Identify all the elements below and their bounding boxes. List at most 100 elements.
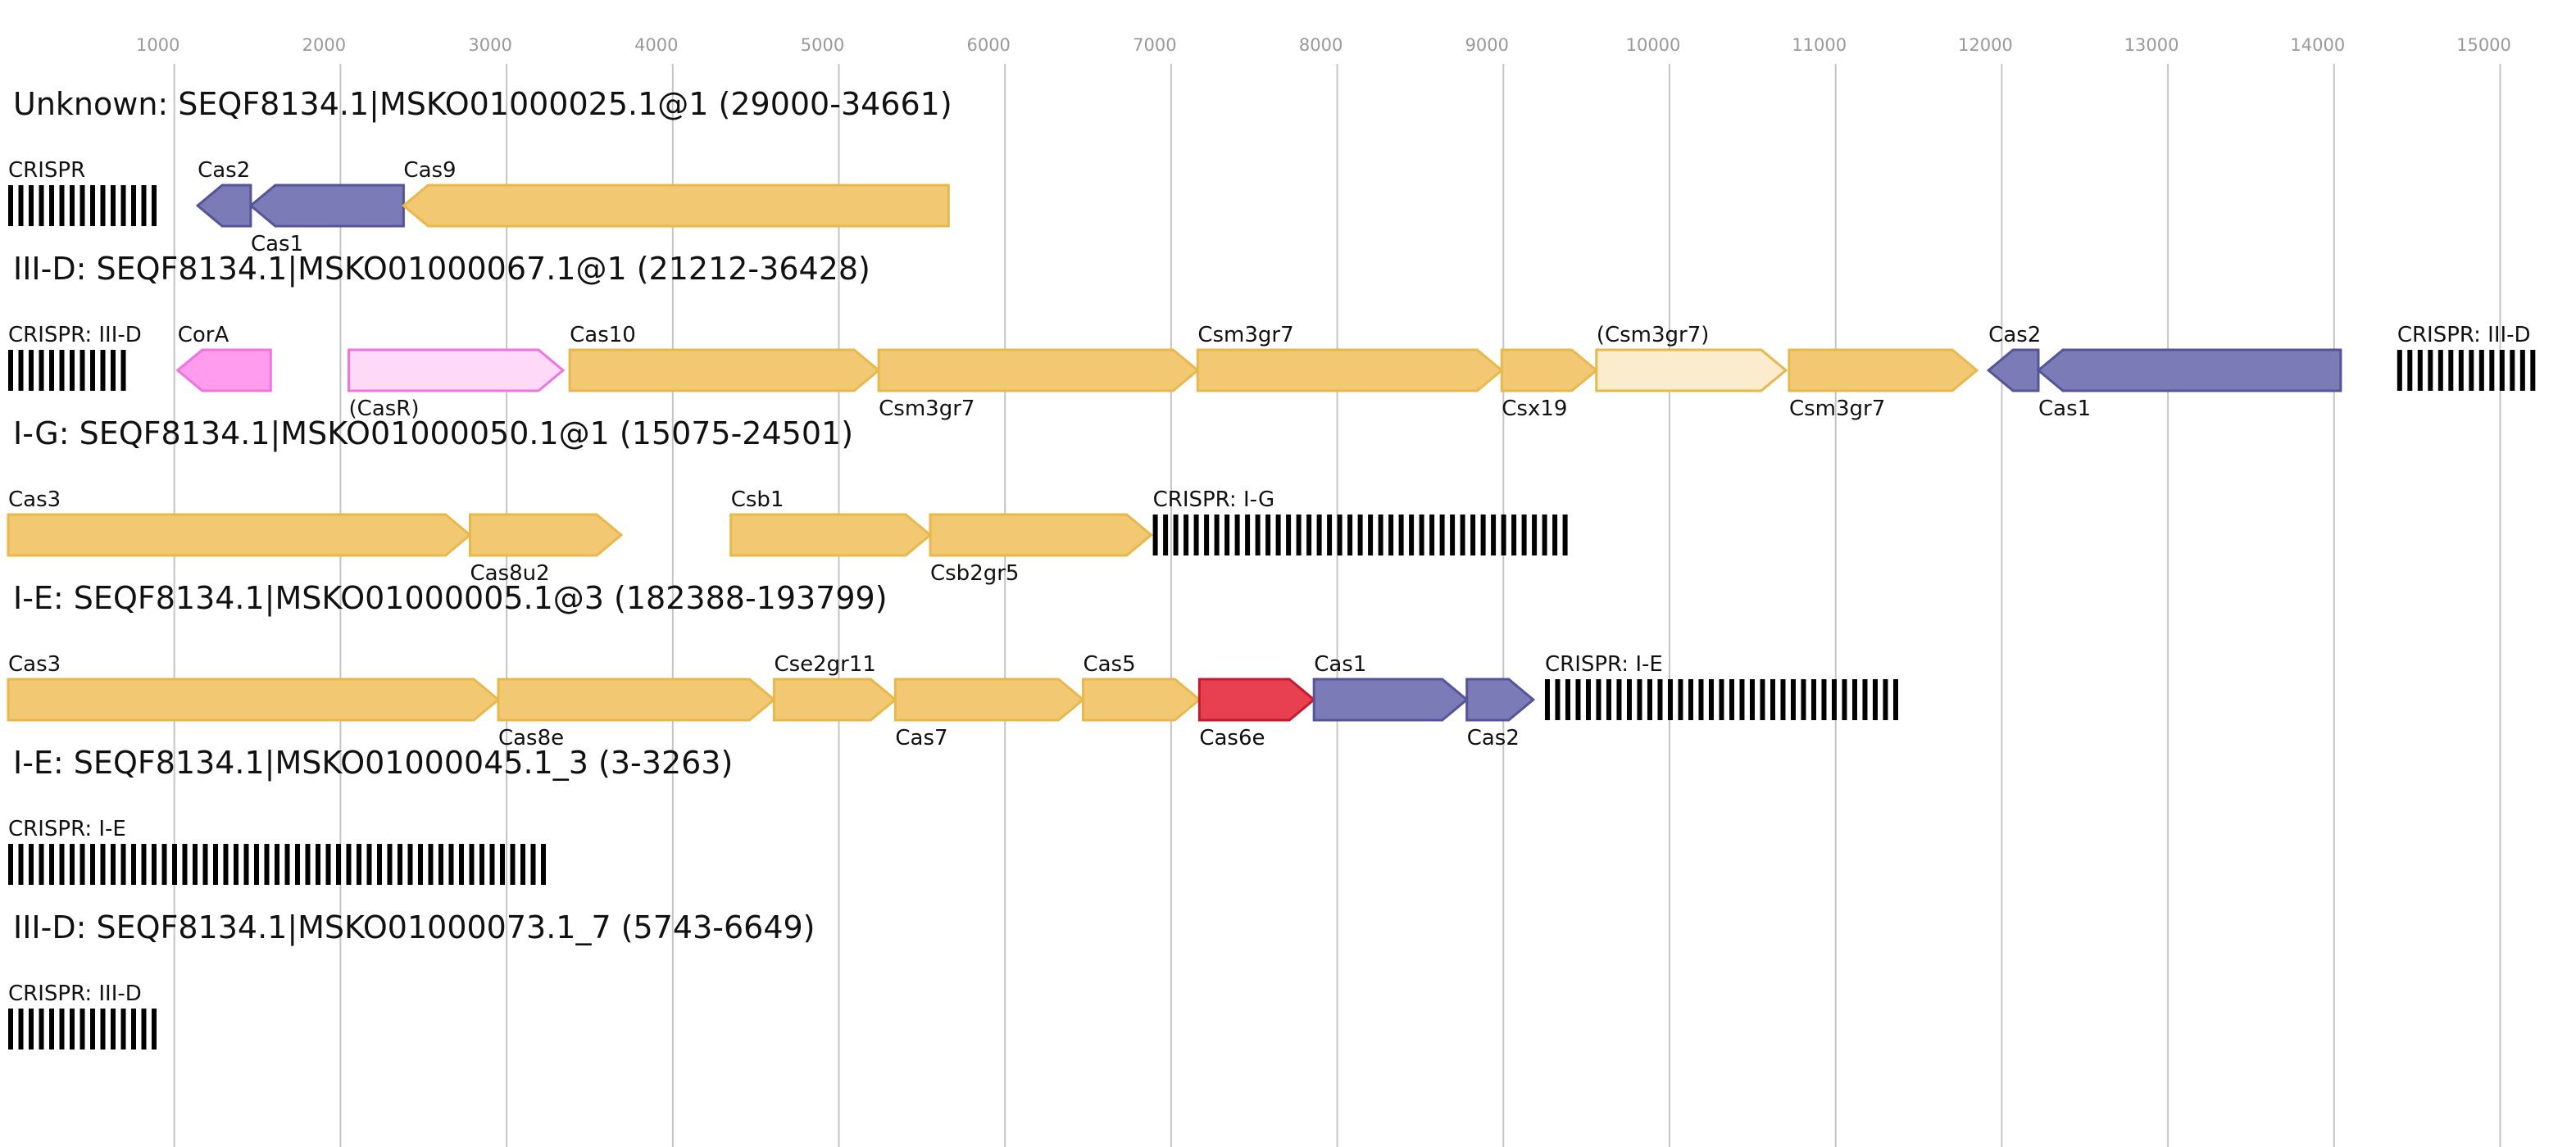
crispr-repeat (100, 1009, 106, 1050)
crispr-repeat (1760, 679, 1765, 720)
crispr-array (1152, 515, 1568, 555)
crispr-repeat (377, 844, 382, 885)
crispr-repeat (223, 844, 229, 885)
crispr-repeat (111, 1009, 116, 1050)
crispr-repeat (1275, 515, 1281, 555)
locus-track: III-D: SEQF8134.1|MSKO01000067.1@1 (2121… (8, 251, 2536, 421)
position-grid: 1000 2000 3000 4000 5000 6000 7000 8000 9000 1000… (136, 35, 2511, 1147)
tick-label: 11000 (1792, 35, 1847, 55)
crispr-array (8, 350, 126, 391)
track-title: Unknown: SEQF8134.1|MSKO01000025.1@1 (29… (13, 86, 952, 123)
crispr-repeat (1491, 515, 1497, 555)
gene-arrow (1500, 348, 1599, 392)
crispr-repeat (182, 844, 188, 885)
crispr-repeat (1245, 515, 1251, 555)
crispr-repeat (1626, 679, 1632, 720)
crispr-repeat (1667, 679, 1673, 720)
gene-label: Csm3gr7 (879, 397, 975, 421)
crispr-repeat (357, 844, 361, 885)
crispr-repeat (1357, 515, 1363, 555)
crispr-repeat (39, 1009, 44, 1050)
crispr-repeat (1173, 515, 1179, 555)
crispr-repeat (2437, 350, 2443, 391)
crispr-repeat (1821, 679, 1827, 720)
crispr-repeat (254, 844, 259, 885)
crispr-repeat (1419, 515, 1424, 555)
crispr-repeat (2407, 350, 2413, 391)
gene-label: Csb2gr5 (930, 561, 1019, 586)
crispr-repeat (1647, 679, 1652, 720)
crispr-repeat (305, 844, 311, 885)
crispr-repeat (1255, 515, 1261, 555)
track-title: III-D: SEQF8134.1|MSKO01000073.1_7 (5743… (13, 909, 816, 946)
crispr-repeat (1296, 515, 1302, 555)
crispr-repeat (275, 844, 279, 885)
crispr-repeat (1770, 679, 1775, 720)
gene-label: Csb1 (731, 487, 784, 512)
crispr-repeat (1316, 515, 1322, 555)
crispr-repeat (1388, 515, 1394, 555)
gene-label: Cas8e (498, 726, 564, 750)
crispr-repeat (1532, 515, 1538, 555)
crispr-label: CRISPR (8, 158, 85, 183)
crispr-repeat (489, 844, 495, 885)
crispr-repeat (234, 844, 239, 885)
crispr-repeat (520, 844, 525, 885)
tick-label: 13000 (2124, 35, 2179, 55)
crispr-repeat (438, 844, 443, 885)
crispr-repeat (59, 844, 65, 885)
crispr-repeat (2428, 350, 2433, 391)
crispr-repeat (398, 844, 402, 885)
crispr-repeat (1337, 515, 1343, 555)
crispr-repeat (152, 1009, 157, 1050)
crispr-repeat (1842, 679, 1847, 720)
crispr-repeat (1460, 515, 1465, 555)
crispr-repeat (366, 844, 372, 885)
crispr-repeat (1657, 679, 1663, 720)
gene-label: Cse2gr11 (774, 652, 876, 677)
crispr-repeat (479, 844, 484, 885)
gene-label: (CasR) (349, 397, 420, 421)
crispr-repeat (2469, 350, 2474, 391)
crispr-repeat (2510, 350, 2515, 391)
crispr-repeat (1616, 679, 1622, 720)
crispr-repeat (90, 1009, 95, 1050)
gene-arrow (2036, 348, 2342, 392)
crispr-repeat (1204, 515, 1210, 555)
crispr-repeat (530, 844, 536, 885)
crispr-repeat (1565, 679, 1570, 720)
crispr-repeat (100, 185, 106, 226)
tick-label: 15000 (2456, 35, 2511, 55)
gene-arrow (1312, 678, 1470, 722)
crispr-repeat (18, 350, 24, 391)
locus-track: III-D: SEQF8134.1|MSKO01000073.1_7 (5743… (8, 909, 816, 1050)
crispr-repeat (141, 185, 147, 226)
gene-label: Csm3gr7 (1197, 323, 1293, 347)
crispr-array (8, 844, 546, 885)
crispr-repeat (29, 844, 34, 885)
gene-label: Csx19 (1502, 397, 1567, 421)
crispr-repeat (39, 844, 44, 885)
crispr-repeat (1552, 515, 1558, 555)
crispr-repeat (49, 185, 54, 226)
locus-tracks: Unknown: SEQF8134.1|MSKO01000025.1@1 (29… (7, 86, 2536, 1050)
crispr-repeat (1719, 679, 1724, 720)
gene-arrow (195, 184, 252, 228)
crispr-repeat (325, 844, 331, 885)
crispr-repeat (1678, 679, 1683, 720)
crispr-array (1544, 679, 1898, 720)
crispr-repeat (541, 844, 546, 885)
crispr-repeat (243, 844, 249, 885)
tick-label: 7000 (1133, 35, 1176, 55)
crispr-repeat (100, 844, 106, 885)
crispr-repeat (346, 844, 352, 885)
crispr-repeat (131, 185, 136, 226)
crispr-repeat (49, 1009, 54, 1050)
crispr-repeat (1347, 515, 1353, 555)
crispr-repeat (8, 185, 13, 226)
tick-label: 4000 (634, 35, 678, 55)
crispr-repeat (1450, 515, 1456, 555)
crispr-repeat (1544, 679, 1550, 720)
crispr-repeat (1480, 515, 1486, 555)
